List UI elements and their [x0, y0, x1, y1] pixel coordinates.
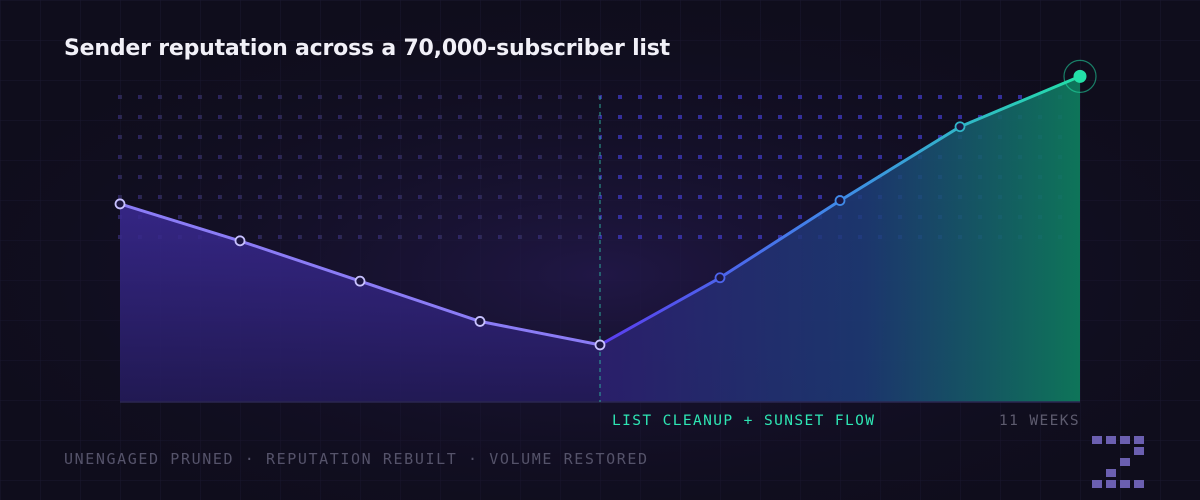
data-point-highlight-ring [1063, 59, 1097, 93]
data-point [954, 121, 966, 133]
duration-label: 11 WEEKS [998, 413, 1080, 429]
area-recovery [600, 76, 1080, 403]
data-point [234, 235, 246, 247]
chart-title: Sender reputation across a 70,000-subscr… [64, 36, 670, 61]
area-decline [120, 203, 600, 402]
data-point [714, 272, 726, 284]
data-point [834, 195, 846, 206]
logo-icon [1092, 436, 1144, 488]
data-point [114, 198, 126, 210]
data-point [1073, 69, 1087, 83]
data-point [354, 275, 366, 287]
event-annotation: LIST CLEANUP + SUNSET FLOW [612, 413, 876, 429]
data-point [594, 339, 606, 351]
plot-area [114, 59, 1097, 403]
footer-caption: UNENGAGED PRUNED · REPUTATION REBUILT · … [64, 450, 649, 468]
data-point [474, 316, 486, 327]
dot-matrix-left [118, 95, 600, 243]
